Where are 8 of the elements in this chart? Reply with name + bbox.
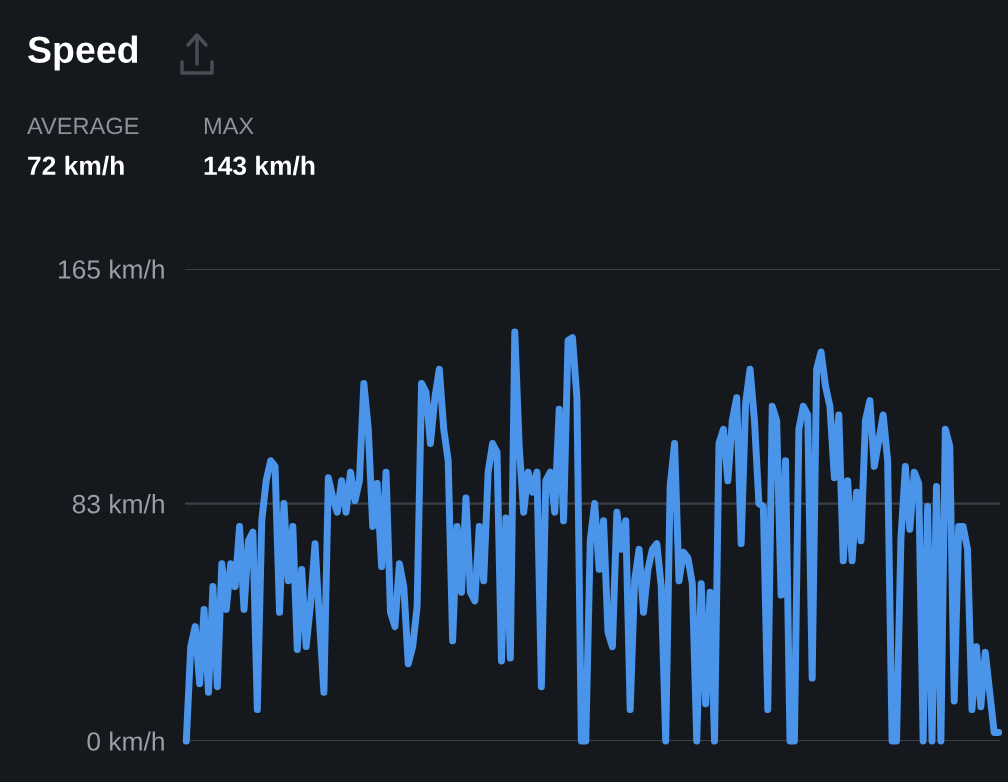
text: 143 km/h xyxy=(204,155,315,176)
text: AVERAGE xyxy=(27,117,139,135)
text: 72 km/h xyxy=(28,155,124,176)
y-tick-label: 0 km/h xyxy=(87,731,164,751)
y-tick-label: 83 km/h xyxy=(72,494,164,514)
y-tick-label: 165 km/h xyxy=(59,259,164,279)
chart-title: Speed xyxy=(28,35,138,71)
text: MAX xyxy=(204,117,254,135)
